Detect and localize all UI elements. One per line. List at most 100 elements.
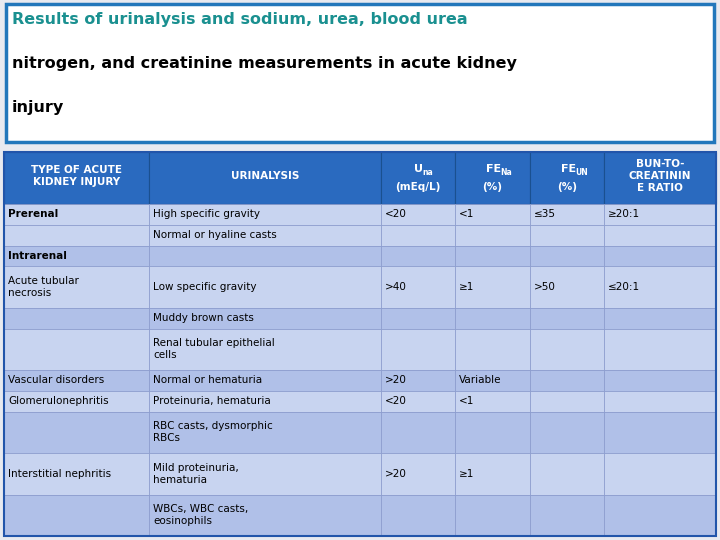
- Bar: [4, 495, 149, 536]
- Text: Proteinuria, hematuria: Proteinuria, hematuria: [153, 396, 271, 406]
- Bar: [149, 308, 381, 328]
- Bar: [604, 152, 716, 204]
- Text: Interstitial nephritis: Interstitial nephritis: [8, 469, 111, 479]
- Bar: [604, 308, 716, 328]
- Bar: [149, 328, 381, 370]
- Text: <20: <20: [384, 396, 407, 406]
- Text: Intrarenal: Intrarenal: [8, 251, 67, 261]
- Bar: [381, 225, 455, 246]
- Bar: [530, 308, 604, 328]
- Text: Acute tubular
necrosis: Acute tubular necrosis: [8, 276, 79, 298]
- Bar: [604, 391, 716, 411]
- Bar: [381, 246, 455, 266]
- Bar: [4, 370, 149, 391]
- Bar: [530, 152, 604, 204]
- Text: Mild proteinuria,
hematuria: Mild proteinuria, hematuria: [153, 463, 238, 484]
- Text: ≥20:1: ≥20:1: [608, 210, 640, 219]
- Text: FE: FE: [487, 164, 502, 174]
- Bar: [455, 204, 530, 225]
- Text: Normal or hyaline casts: Normal or hyaline casts: [153, 230, 276, 240]
- Text: injury: injury: [12, 100, 64, 115]
- Text: <1: <1: [459, 396, 474, 406]
- Bar: [530, 246, 604, 266]
- Text: (%): (%): [557, 182, 577, 192]
- Text: Prerenal: Prerenal: [8, 210, 58, 219]
- Bar: [4, 411, 149, 453]
- Text: WBCs, WBC casts,
eosinophils: WBCs, WBC casts, eosinophils: [153, 504, 248, 526]
- Bar: [530, 391, 604, 411]
- Bar: [455, 495, 530, 536]
- Text: Results of urinalysis and sodium, urea, blood urea: Results of urinalysis and sodium, urea, …: [12, 12, 467, 27]
- Bar: [530, 411, 604, 453]
- Text: Low specific gravity: Low specific gravity: [153, 282, 256, 292]
- Bar: [530, 266, 604, 308]
- Bar: [604, 204, 716, 225]
- Text: FE: FE: [561, 164, 576, 174]
- Bar: [149, 152, 381, 204]
- Bar: [381, 391, 455, 411]
- Bar: [4, 152, 716, 536]
- Bar: [455, 225, 530, 246]
- Text: ≤35: ≤35: [534, 210, 556, 219]
- Bar: [4, 328, 149, 370]
- Text: High specific gravity: High specific gravity: [153, 210, 260, 219]
- Bar: [381, 308, 455, 328]
- Text: >20: >20: [384, 469, 407, 479]
- Bar: [381, 328, 455, 370]
- Text: <20: <20: [384, 210, 407, 219]
- Bar: [149, 225, 381, 246]
- Text: TYPE OF ACUTE
KIDNEY INJURY: TYPE OF ACUTE KIDNEY INJURY: [31, 165, 122, 187]
- Bar: [530, 328, 604, 370]
- Bar: [381, 266, 455, 308]
- Text: na: na: [422, 168, 433, 177]
- Bar: [604, 453, 716, 495]
- Bar: [149, 391, 381, 411]
- Bar: [149, 495, 381, 536]
- Bar: [149, 266, 381, 308]
- Bar: [455, 411, 530, 453]
- Text: nitrogen, and creatinine measurements in acute kidney: nitrogen, and creatinine measurements in…: [12, 56, 517, 71]
- Text: >40: >40: [384, 282, 407, 292]
- Bar: [604, 411, 716, 453]
- Text: ≥1: ≥1: [459, 282, 474, 292]
- Bar: [530, 453, 604, 495]
- Bar: [530, 225, 604, 246]
- Text: Vascular disorders: Vascular disorders: [8, 375, 104, 386]
- Text: BUN-TO-
CREATININ
E RATIO: BUN-TO- CREATININ E RATIO: [629, 159, 691, 193]
- Bar: [455, 391, 530, 411]
- Bar: [530, 204, 604, 225]
- Bar: [381, 453, 455, 495]
- Bar: [604, 495, 716, 536]
- Bar: [149, 411, 381, 453]
- Text: >20: >20: [384, 375, 407, 386]
- Bar: [604, 266, 716, 308]
- Bar: [381, 152, 455, 204]
- Bar: [4, 453, 149, 495]
- Text: <1: <1: [459, 210, 474, 219]
- Bar: [604, 370, 716, 391]
- Text: Muddy brown casts: Muddy brown casts: [153, 313, 253, 323]
- Bar: [455, 328, 530, 370]
- Bar: [530, 495, 604, 536]
- Bar: [149, 370, 381, 391]
- Text: >50: >50: [534, 282, 556, 292]
- Bar: [604, 328, 716, 370]
- Bar: [381, 370, 455, 391]
- Bar: [4, 152, 149, 204]
- Text: Na: Na: [500, 168, 512, 177]
- Text: RBC casts, dysmorphic
RBCs: RBC casts, dysmorphic RBCs: [153, 421, 273, 443]
- Bar: [149, 204, 381, 225]
- Text: (%): (%): [482, 182, 503, 192]
- Text: Variable: Variable: [459, 375, 502, 386]
- Bar: [455, 266, 530, 308]
- Text: UN: UN: [575, 168, 588, 177]
- Bar: [381, 495, 455, 536]
- Text: (mEq/L): (mEq/L): [395, 182, 441, 192]
- Bar: [455, 152, 530, 204]
- Bar: [4, 246, 149, 266]
- Bar: [4, 204, 149, 225]
- Bar: [149, 246, 381, 266]
- Bar: [4, 225, 149, 246]
- Bar: [455, 370, 530, 391]
- Text: Glomerulonephritis: Glomerulonephritis: [8, 396, 109, 406]
